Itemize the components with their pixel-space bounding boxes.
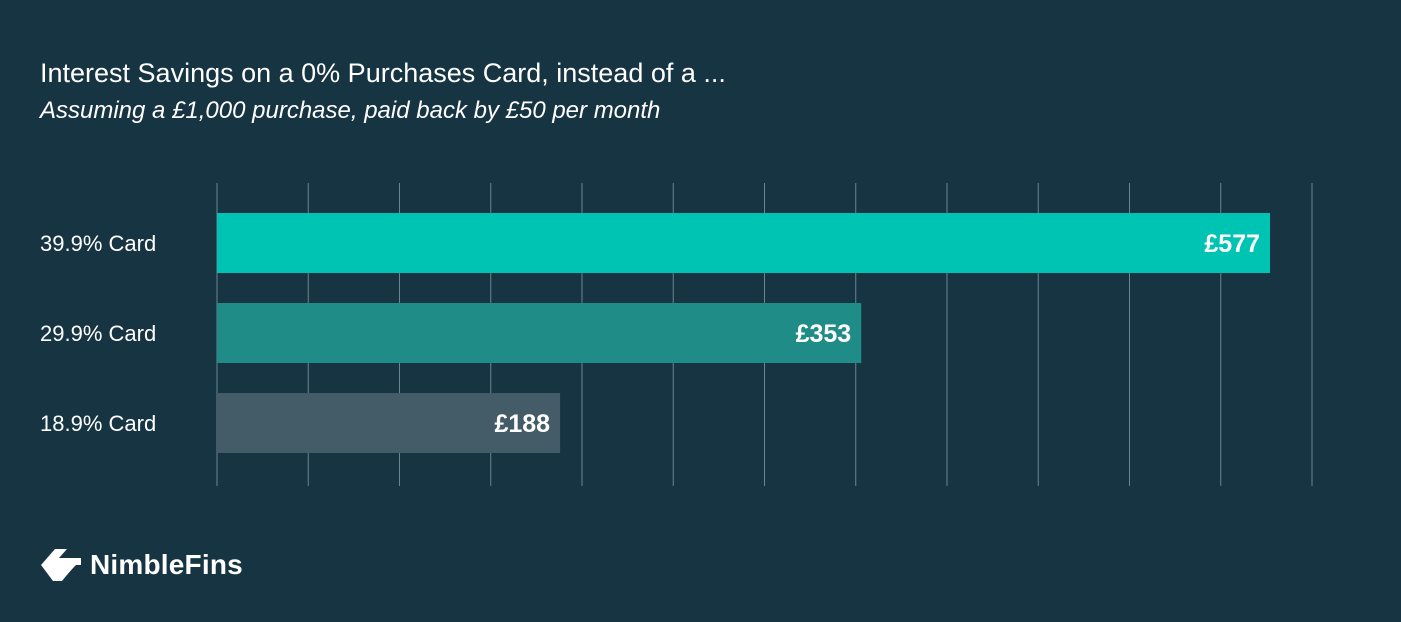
brand-name: NimbleFins — [90, 549, 243, 580]
brand-logo: NimbleFins — [40, 547, 243, 583]
category-label: 29.9% Card — [40, 321, 156, 346]
bar — [217, 213, 1271, 273]
category-label: 18.9% Card — [40, 411, 156, 436]
data-label: £353 — [796, 320, 852, 348]
chart-subtitle: Assuming a £1,000 purchase, paid back by… — [40, 97, 661, 124]
bar — [217, 303, 862, 363]
chart-title: Interest Savings on a 0% Purchases Card,… — [40, 58, 726, 88]
data-label: £577 — [1204, 230, 1260, 258]
data-label: £188 — [494, 410, 550, 438]
category-label: 39.9% Card — [40, 231, 156, 256]
bar — [217, 393, 561, 453]
nimblefins-logo-icon — [41, 549, 81, 581]
